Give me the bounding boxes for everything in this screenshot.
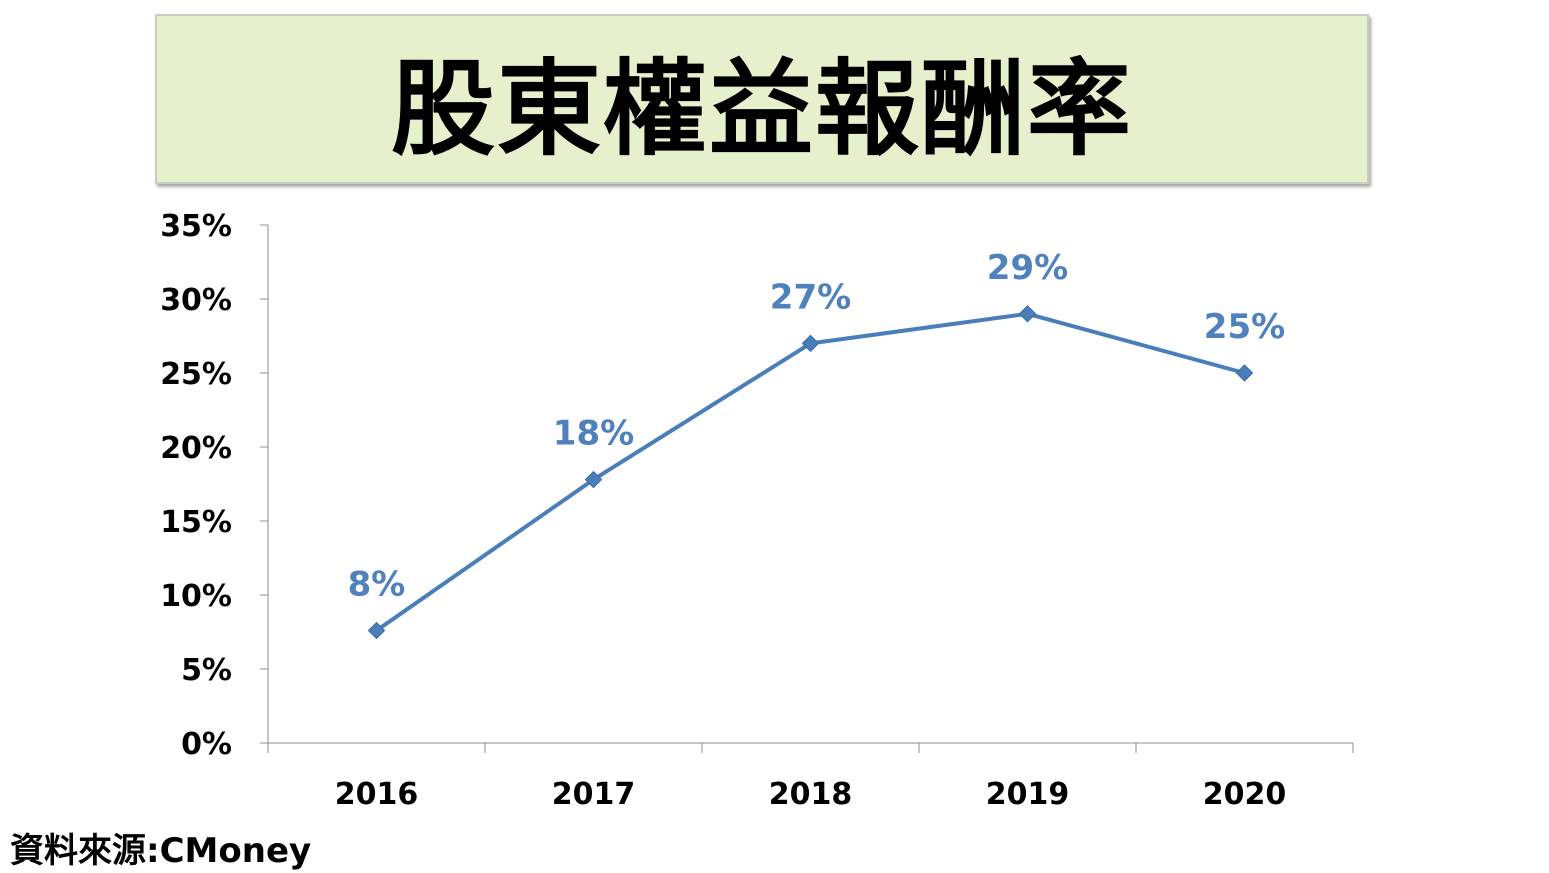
y-tick-label: 10% bbox=[160, 579, 232, 614]
data-label: 29% bbox=[987, 248, 1068, 288]
chart-title: 股東權益報酬率 bbox=[390, 47, 1133, 170]
y-tick-label: 5% bbox=[181, 653, 232, 688]
data-point-marker bbox=[584, 470, 603, 489]
y-tick-label: 20% bbox=[160, 431, 232, 466]
data-source: 資料來源:CMoney bbox=[10, 831, 312, 871]
x-tick-label: 2018 bbox=[769, 777, 853, 812]
series-line bbox=[375, 311, 1246, 633]
y-tick-label: 0% bbox=[181, 727, 232, 762]
y-tick-label: 30% bbox=[160, 283, 232, 318]
x-tick-label: 2019 bbox=[986, 777, 1070, 812]
y-tick-label: 25% bbox=[160, 357, 232, 392]
data-point-marker bbox=[801, 334, 820, 353]
x-tick-label: 2017 bbox=[552, 777, 636, 812]
y-tick-label: 35% bbox=[160, 209, 232, 244]
data-label: 27% bbox=[770, 277, 851, 317]
data-point-marker bbox=[1018, 305, 1037, 323]
data-point-marker bbox=[367, 621, 386, 640]
x-tick-label: 2020 bbox=[1203, 777, 1287, 812]
x-tick-label: 2016 bbox=[335, 777, 419, 812]
data-label: 8% bbox=[348, 565, 406, 605]
chart-title-box: 股東權益報酬率 bbox=[155, 14, 1369, 184]
data-label: 25% bbox=[1204, 307, 1285, 347]
data-point-marker bbox=[1235, 364, 1254, 382]
data-label: 18% bbox=[553, 414, 634, 454]
y-tick-label: 15% bbox=[160, 505, 232, 540]
